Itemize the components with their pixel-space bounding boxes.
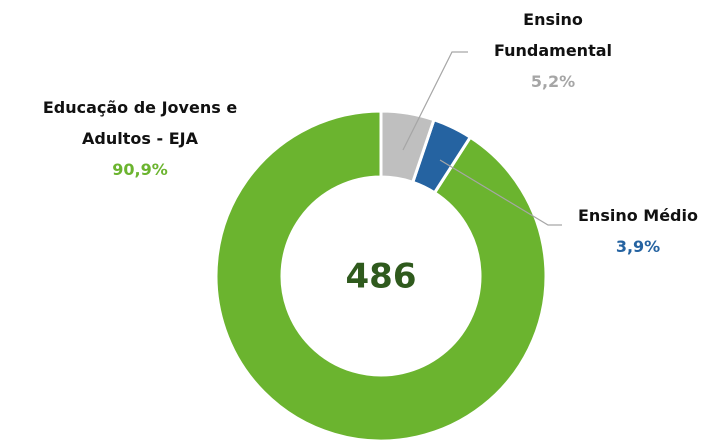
category-label: Educação de Jovens e Adultos - EJA (42, 98, 238, 148)
value-label: 3,9% (615, 237, 661, 256)
category-label: Ensino Fundamental (493, 10, 612, 60)
donut-slice (214, 109, 548, 443)
leader-line (439, 159, 562, 226)
value-label: 90,9% (112, 160, 168, 179)
slice-label: Ensino Médio 3,9% (563, 200, 713, 262)
value-label: 5,2% (530, 72, 576, 91)
slice-label: Educação de Jovens e Adultos - EJA 90,9% (25, 92, 255, 185)
donut-slice (410, 117, 473, 195)
category-label: Ensino Médio (578, 206, 698, 225)
leader-line (402, 51, 468, 151)
slice-label: Ensino Fundamental 5,2% (488, 4, 618, 97)
center-label: 486 (346, 257, 417, 297)
donut-slice (379, 109, 436, 185)
